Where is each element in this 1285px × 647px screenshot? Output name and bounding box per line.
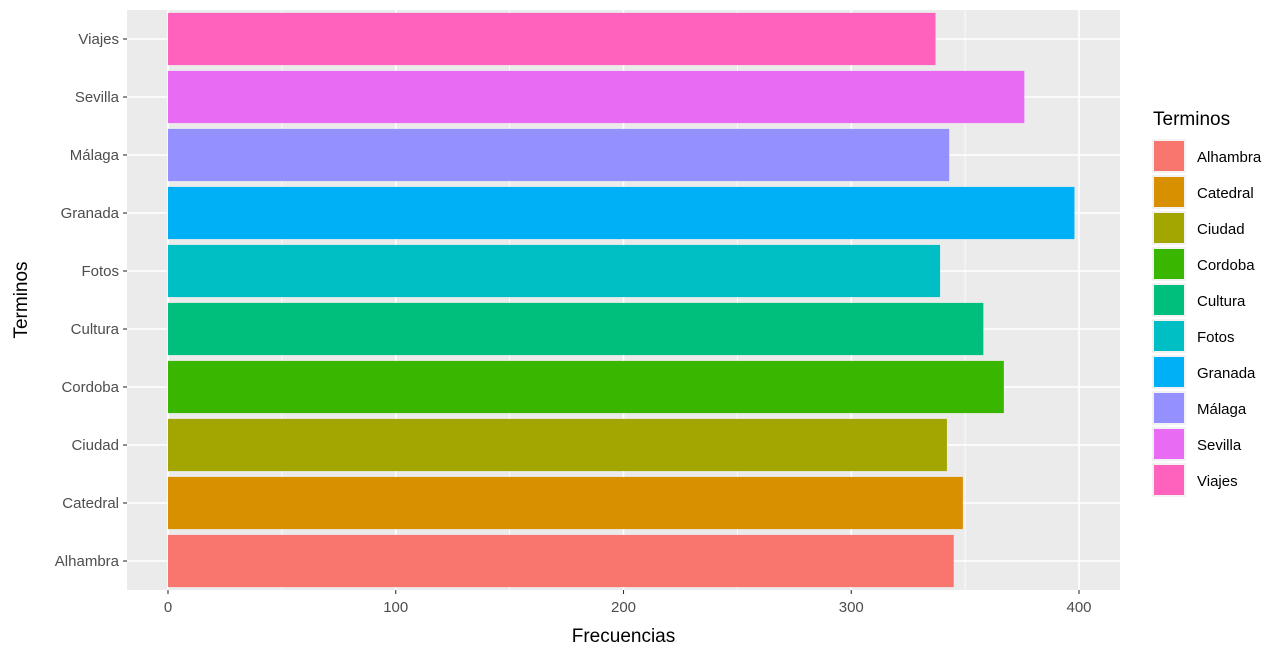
bar-cultura [167,302,984,356]
bar-alhambra [167,534,954,588]
legend-label: Sevilla [1197,437,1242,454]
bar-fotos [167,244,941,298]
legend-swatch [1154,321,1184,351]
legend-label: Cultura [1197,293,1246,310]
y-tick-label: Fotos [81,263,119,280]
y-axis-title: Terminos [11,261,32,338]
legend-label: Málaga [1197,401,1247,418]
x-tick-label: 300 [839,599,864,616]
legend-label: Granada [1197,365,1256,382]
legend-swatch [1154,429,1184,459]
bar-catedral [167,476,963,530]
legend-label: Alhambra [1197,149,1262,166]
legend: Terminos Alhambra Catedral Ciudad Cordoba Cu… [1152,109,1262,497]
y-tick-label: Sevilla [75,89,120,106]
legend-title: Terminos [1153,109,1230,130]
legend-label: Cordoba [1197,257,1255,274]
y-tick-label: Cultura [71,321,120,338]
legend-swatch [1154,393,1184,423]
bar-granada [167,186,1075,240]
x-tick-label: 200 [611,599,636,616]
y-tick-label: Málaga [70,147,120,164]
x-tick-label: 400 [1066,599,1091,616]
legend-swatch [1154,285,1184,315]
legend-swatch [1154,177,1184,207]
bars [167,12,1075,588]
legend-label: Fotos [1197,329,1235,346]
legend-label: Ciudad [1197,221,1245,238]
legend-swatch [1154,357,1184,387]
bar-málaga [167,128,950,182]
bar-viajes [167,12,936,66]
y-tick-label: Ciudad [71,437,119,454]
y-tick-label: Alhambra [55,553,120,570]
y-axis: Alhambra Catedral Ciudad Cordoba Cultura Foto… [55,31,127,570]
x-axis: 0 100 200 300 400 [164,590,1092,616]
x-tick-label: 100 [383,599,408,616]
bar-sevilla [167,70,1025,124]
y-tick-label: Catedral [62,495,119,512]
y-tick-label: Viajes [78,31,119,48]
bar-ciudad [167,418,947,472]
legend-swatch [1154,465,1184,495]
legend-label: Viajes [1197,473,1238,490]
x-tick-label: 0 [164,599,172,616]
legend-label: Catedral [1197,185,1254,202]
bar-cordoba [167,360,1004,414]
y-tick-label: Cordoba [61,379,119,396]
legend-swatch [1154,141,1184,171]
y-tick-label: Granada [61,205,120,222]
x-axis-title: Frecuencias [572,626,676,647]
legend-swatch [1154,213,1184,243]
legend-swatch [1154,249,1184,279]
